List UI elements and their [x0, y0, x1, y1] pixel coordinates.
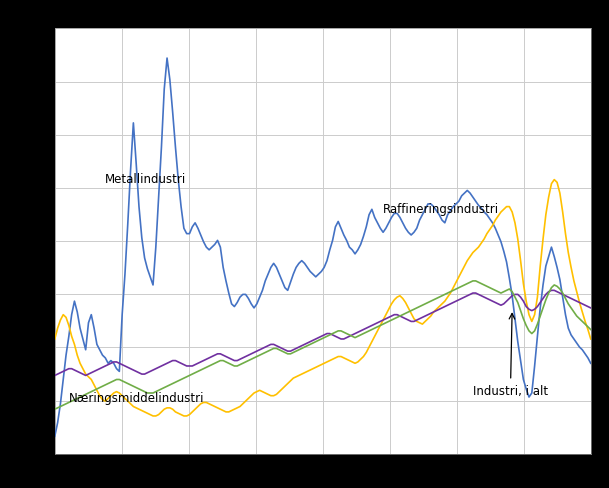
Text: Raffineringsindustri: Raffineringsindustri — [383, 203, 499, 215]
Text: Industri, i alt: Industri, i alt — [473, 314, 548, 397]
Text: Næringsmiddelindustri: Næringsmiddelindustri — [69, 391, 205, 404]
Text: Metallindustri: Metallindustri — [105, 173, 186, 185]
